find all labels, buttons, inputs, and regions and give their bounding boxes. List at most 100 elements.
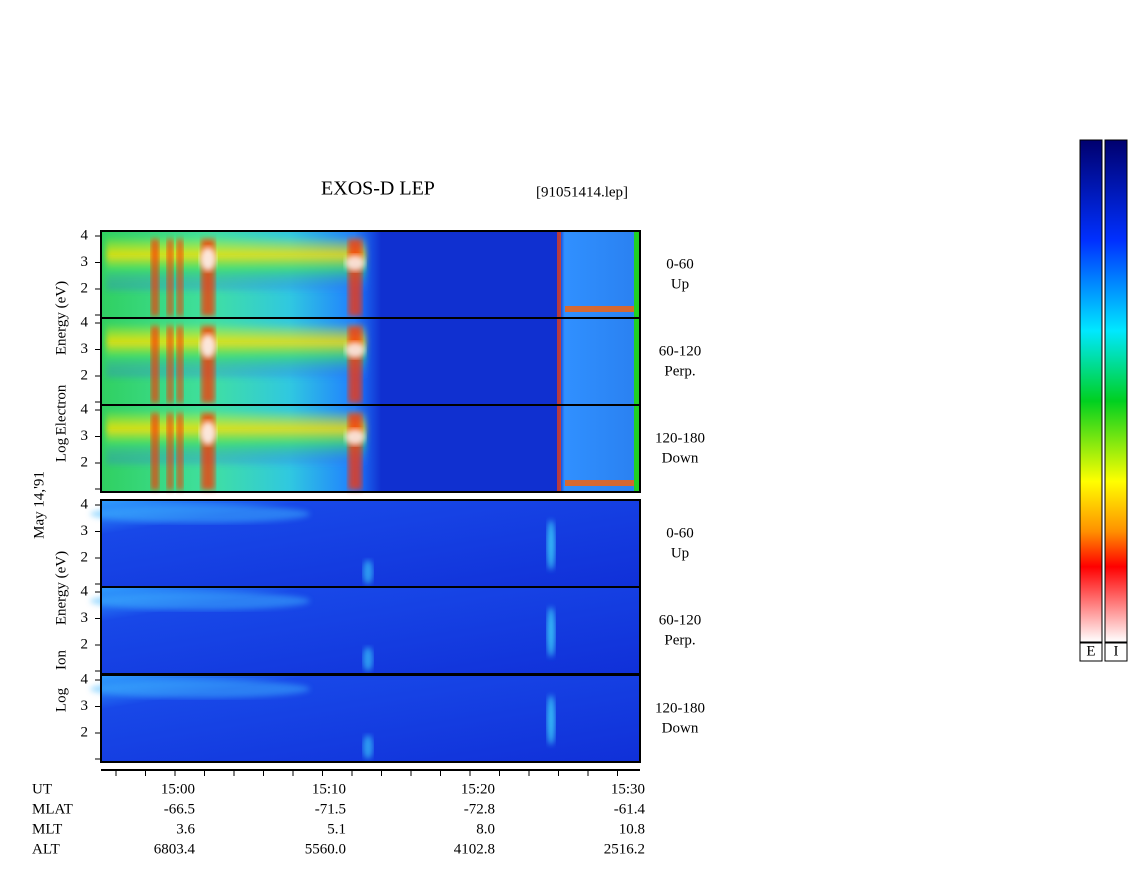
colorbar: [1079, 139, 1103, 643]
spectrogram-feature: [151, 239, 159, 316]
title: EXOS-D LEP: [321, 178, 435, 200]
y-tick-label: 4: [81, 227, 89, 243]
spectrogram-panel: 4 3 2 60-120 Perp.: [81, 314, 702, 406]
row-value: -71.5: [315, 801, 346, 817]
panel-direction: Up: [671, 545, 689, 561]
spectrogram-panel: 4 3 2 0-60 Up: [81, 227, 694, 319]
axis-label: Energy (eV): [53, 281, 69, 355]
y-tick-label: 3: [81, 254, 89, 270]
spectrogram-feature: [200, 247, 216, 271]
footer-table: UT 15:00 15:10 15:20 15:30 MLAT -66.5 -71.5 -72.…: [32, 781, 645, 857]
spectrogram-feature: [557, 318, 561, 405]
panel-direction: Perp.: [664, 363, 695, 379]
row-value: 5.1: [327, 821, 346, 837]
row-value: -72.8: [464, 801, 495, 817]
panel-angle: 0-60: [666, 256, 694, 272]
file-name: [91051414.lep]: [536, 184, 628, 200]
spectrogram-panel: 4 3 2 120-180 Down: [81, 671, 705, 763]
row-value: 15:30: [611, 781, 645, 797]
panel-angle: 60-120: [659, 343, 702, 359]
y-tick-label: 4: [81, 496, 89, 512]
spectrograms: 4 3 2 0-60 Up 4 3 2 60-120 Perp. 4 3 2 120-180 Down 4 3 2…: [81, 227, 705, 763]
spectrogram-feature: [565, 480, 635, 486]
spectrogram-panel: 4 3 2 0-60 Up: [81, 496, 694, 588]
spectrogram-feature: [167, 239, 173, 316]
colorbar: [1104, 139, 1128, 643]
y-tick-label: 3: [81, 428, 89, 444]
row-value: 5560.0: [305, 841, 346, 857]
axis-label: Energy (eV): [53, 551, 69, 625]
spectrogram-feature: [177, 413, 183, 490]
row-value: -66.5: [164, 801, 195, 817]
y-tick-label: 2: [81, 280, 89, 296]
row-label: ALT: [32, 841, 60, 857]
spectrogram-feature: [151, 413, 159, 490]
y-tick-label: 4: [81, 671, 89, 687]
spectrogram-feature: [167, 326, 173, 403]
y-tick-label: 3: [81, 341, 89, 357]
spectrogram-band: [106, 410, 366, 465]
spectrogram-feature: [200, 334, 216, 358]
spectrogram-feature: [348, 239, 362, 316]
y-tick-label: 2: [81, 724, 89, 740]
x-ticks: [115, 770, 618, 776]
y-tick-label: 3: [81, 610, 89, 626]
date: May 14,'91: [31, 471, 47, 539]
spectrogram-feature: [348, 326, 362, 403]
spectrogram-feature: [363, 560, 373, 584]
y-tick-label: 2: [81, 549, 89, 565]
row-value: 2516.2: [604, 841, 645, 857]
spectrogram-band: [106, 323, 366, 378]
spectrogram-feature: [90, 592, 310, 610]
row-value: 3.6: [176, 821, 195, 837]
row-value: 6803.4: [154, 841, 196, 857]
spectrogram-edge: [634, 318, 639, 405]
spectrogram-feature: [547, 520, 555, 570]
spectrogram-band: [106, 236, 366, 291]
row-value: 4102.8: [454, 841, 495, 857]
y-tick-label: 3: [81, 523, 89, 539]
colorbar-label-box: [1104, 642, 1128, 662]
y-tick-label: 4: [81, 583, 89, 599]
axis-label: Electron: [53, 384, 69, 435]
row-label: MLAT: [32, 801, 73, 817]
panel-direction: Down: [662, 720, 699, 736]
panel-frame: [100, 404, 641, 493]
spectrogram-feature: [363, 735, 373, 759]
panel-angle: 60-120: [659, 612, 702, 628]
colorbar-label-box: [1079, 642, 1103, 662]
spectrogram-feature: [565, 306, 635, 312]
spectrogram-feature: [557, 405, 561, 492]
row-value: 15:20: [461, 781, 495, 797]
row-value: -61.4: [614, 801, 646, 817]
row-label: UT: [32, 781, 52, 797]
y-tick-label: 4: [81, 401, 89, 417]
spectrogram-edge: [634, 231, 639, 318]
y-tick-label: 3: [81, 698, 89, 714]
row-value: 10.8: [619, 821, 645, 837]
spectrogram-feature: [547, 695, 555, 745]
row-value: 15:10: [312, 781, 346, 797]
axis-label: Ion: [53, 650, 69, 670]
panel-angle: 120-180: [655, 430, 705, 446]
axis-label: Log: [53, 687, 69, 712]
panel-direction: Up: [671, 276, 689, 292]
spectrogram-feature: [345, 255, 365, 271]
panel-angle: 0-60: [666, 525, 694, 541]
panel-frame: [100, 674, 641, 763]
spectrogram-feature: [167, 413, 173, 490]
panel-direction: Perp.: [664, 632, 695, 648]
spectrogram-feature: [348, 413, 362, 490]
row-label: MLT: [32, 821, 62, 837]
spectrogram-feature: [177, 326, 183, 403]
spectrogram-panel: 4 3 2 120-180 Down: [81, 401, 705, 493]
panel-direction: Down: [662, 450, 699, 466]
row-value: 8.0: [476, 821, 495, 837]
panel-angle: 120-180: [655, 700, 705, 716]
spectrogram-feature: [151, 326, 159, 403]
y-tick-label: 2: [81, 454, 89, 470]
spectrogram-feature: [363, 647, 373, 671]
row-value: 15:00: [161, 781, 195, 797]
y-tick-label: 4: [81, 314, 89, 330]
